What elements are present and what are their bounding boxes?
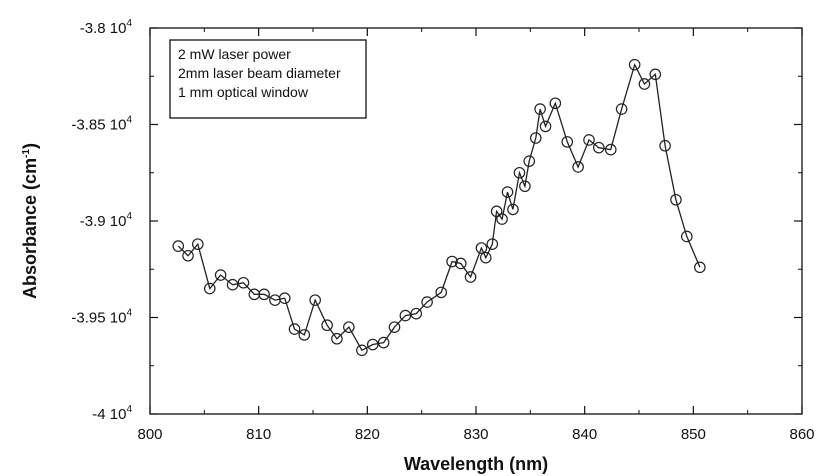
legend-line-2: 2mm laser beam diameter (178, 65, 341, 81)
series-line (177, 62, 701, 352)
legend-line-1: 2 mW laser power (178, 46, 291, 62)
data-point (490, 205, 503, 218)
data-point (681, 230, 693, 243)
data-point (309, 294, 321, 306)
data-point (343, 321, 355, 333)
data-point (583, 134, 595, 146)
data-point (321, 319, 333, 332)
legend-box: 2 mW laser power 2mm laser beam diameter… (169, 39, 367, 119)
x-tick-label: 860 (789, 426, 814, 443)
y-tick-label: -3.85 104 (71, 115, 132, 134)
data-point (421, 296, 433, 308)
y-tick-exponent: 4 (126, 18, 132, 29)
data-point (501, 186, 514, 198)
data-point (192, 238, 204, 250)
data-point (288, 323, 301, 335)
y-tick-exponent: 4 (126, 211, 132, 222)
data-point (356, 344, 368, 357)
data-point (638, 78, 651, 90)
y-axis-title: Absorbance (cm-1) (20, 143, 40, 299)
data-point (659, 139, 671, 152)
data-point (278, 292, 291, 304)
data-point (592, 141, 605, 154)
y-tick-mantissa: -3.9 10 (80, 213, 127, 230)
y-tick-label: -3.95 104 (71, 308, 132, 327)
data-point (479, 251, 492, 264)
data-point (615, 103, 628, 115)
x-tick-label: 800 (137, 426, 162, 443)
data-point (694, 261, 706, 274)
data-point (670, 193, 682, 206)
axis-ticks (149, 27, 803, 415)
x-tick-label: 830 (463, 426, 488, 443)
data-point (214, 269, 227, 281)
data-point (513, 166, 526, 179)
y-tick-label: -3.9 104 (80, 211, 133, 230)
x-tick-label: 850 (681, 426, 706, 443)
data-point (507, 203, 519, 216)
data-point (464, 271, 477, 283)
y-axis-title-close: ) (20, 143, 40, 149)
data-point (298, 329, 311, 341)
data-point (331, 332, 343, 345)
data-point (561, 136, 574, 148)
series-markers (172, 58, 706, 357)
y-tick-mantissa: -3.8 10 (80, 20, 127, 37)
data-point (399, 309, 412, 322)
data-point (226, 278, 239, 291)
data-point (486, 238, 499, 250)
y-tick-exponent: 4 (126, 404, 132, 415)
legend-line-3: 1 mm optical window (178, 84, 309, 100)
data-point (649, 68, 662, 81)
data-point (604, 143, 617, 156)
legend-frame (169, 39, 367, 119)
data-point (258, 288, 270, 301)
data-point (549, 97, 562, 110)
data-point (237, 276, 250, 289)
data-point (377, 336, 390, 349)
data-point (572, 161, 584, 173)
y-tick-label: -3.8 104 (80, 18, 133, 37)
data-point (203, 282, 216, 295)
data-point (172, 240, 185, 252)
data-point (628, 58, 641, 71)
x-tick-labels: 800 810 820 830 840 850 860 (137, 426, 814, 443)
data-point (475, 242, 488, 254)
data-point (435, 286, 448, 299)
data-point (182, 249, 194, 262)
x-tick-label: 810 (246, 426, 271, 443)
y-tick-labels: -3.8 104-3.85 104-3.9 104-3.95 104-4 104 (71, 18, 132, 423)
x-tick-label: 840 (572, 426, 597, 443)
data-point (446, 255, 458, 268)
data-point (454, 257, 467, 270)
data-point (523, 155, 536, 167)
y-tick-mantissa: -3.95 10 (71, 310, 126, 327)
data-point (410, 307, 423, 320)
data-point (388, 321, 401, 333)
data-point (529, 132, 542, 144)
data-point (519, 180, 531, 193)
x-tick-label: 820 (355, 426, 380, 443)
data-point (534, 103, 546, 115)
y-tick-label: -4 104 (92, 404, 132, 423)
y-axis-title-sup: -1 (21, 149, 32, 158)
data-point (366, 338, 379, 351)
data-point (539, 120, 552, 133)
data-point (248, 288, 261, 301)
y-tick-mantissa: -4 10 (92, 406, 126, 423)
y-tick-exponent: 4 (126, 308, 132, 319)
data-point (496, 213, 508, 225)
y-tick-mantissa: -3.85 10 (71, 117, 126, 134)
x-axis-title: Wavelength (nm) (404, 454, 548, 474)
y-axis-title-main: Absorbance (cm (20, 158, 40, 299)
y-tick-exponent: 4 (126, 115, 132, 126)
